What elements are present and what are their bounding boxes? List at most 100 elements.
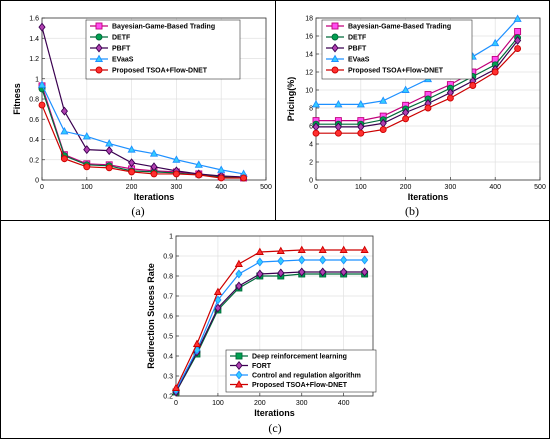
chart-c-ytick-label-0: 0.2 bbox=[163, 394, 173, 401]
chart-a-xtick-label-3: 300 bbox=[171, 184, 183, 191]
chart-c-series-2 bbox=[172, 255, 369, 395]
chart-a-ytick-label-1: 0.2 bbox=[29, 157, 39, 164]
chart-b-legend-label-2: PBFT bbox=[348, 46, 367, 53]
chart-a-legend-box bbox=[85, 19, 241, 80]
chart-a-ytick-label-3: 0.6 bbox=[29, 117, 39, 124]
chart-b-series-2-point-9 bbox=[514, 35, 522, 46]
chart-a-xtick-label-2: 200 bbox=[126, 184, 138, 191]
chart-c-legend-label-3: Proposed TSOA+Flow-DNET bbox=[252, 382, 348, 389]
chart-b-series-4-point-0 bbox=[312, 129, 320, 137]
chart-c-ytick-label-2: 0.4 bbox=[163, 354, 173, 361]
chart-c-series-1-point-8 bbox=[340, 267, 348, 277]
chart-c-xtick-label-2: 200 bbox=[254, 400, 266, 407]
chart-a-legend-marker-3 bbox=[94, 54, 104, 62]
chart-b-series-4 bbox=[312, 45, 522, 137]
chart-b-series-0-point-9 bbox=[514, 28, 522, 35]
chart-b-legend-label-4: Proposed TSOA+Flow-DNET bbox=[348, 68, 444, 75]
chart-b-xtick-label-1: 100 bbox=[355, 184, 367, 191]
chart-b-series-4-point-9 bbox=[514, 45, 522, 53]
chart-a-xtick-label-4: 400 bbox=[215, 184, 227, 191]
chart-b-series-3-point-0 bbox=[311, 99, 321, 108]
chart-b-series-3-line bbox=[316, 18, 519, 106]
chart-b-ylabel: Pricing(%) bbox=[286, 77, 296, 122]
chart-c-series-3-point-2 bbox=[213, 287, 222, 295]
chart-a-series-2-point-3 bbox=[105, 146, 113, 156]
chart-b-series-3-point-2 bbox=[356, 99, 365, 108]
chart-c-ytick-label-5: 0.7 bbox=[163, 294, 173, 301]
chart-c-series-3-point-4 bbox=[255, 247, 264, 255]
panel-c-caption: (c) bbox=[268, 421, 282, 435]
chart-c-series-2-point-7 bbox=[319, 255, 327, 265]
chart-a-ytick-label-6: 1.2 bbox=[29, 56, 39, 63]
chart-a-xtick-label-1: 100 bbox=[81, 184, 93, 191]
chart-c-series-3-point-9 bbox=[360, 245, 369, 253]
chart-c-legend-label-0: Deep reinforcement learning bbox=[252, 354, 347, 361]
chart-c-ytick-label-8: 1 bbox=[169, 234, 173, 241]
chart-b-ytick-label-4: 8 bbox=[309, 106, 313, 113]
chart-b-series-0-line bbox=[316, 31, 519, 122]
chart-a-ytick-label-0: 0 bbox=[35, 178, 39, 185]
chart-a: 0 100 200 300 400 500 0 0.2 0.4 0.6 0.8 1 1.2 1.4 1.6 I… bbox=[12, 16, 272, 203]
chart-b-series-4-point-7 bbox=[469, 82, 477, 89]
chart-a-ytick-label-8: 1.6 bbox=[29, 16, 39, 23]
chart-b-series-3-point-8 bbox=[491, 38, 500, 47]
chart-a-series-4-point-8 bbox=[217, 174, 225, 182]
chart-c-series-3-line bbox=[175, 249, 365, 389]
chart-b-series-4-point-8 bbox=[491, 68, 499, 76]
chart-b-series-3-point-1 bbox=[334, 99, 343, 108]
chart-c-series-3-point-8 bbox=[339, 245, 348, 253]
chart-b-legend-label-1: DETF bbox=[348, 35, 367, 42]
chart-c-series-1-point-3 bbox=[235, 281, 243, 291]
chart-b-xtick-label-2: 200 bbox=[400, 184, 412, 191]
chart-c-series-1-line bbox=[175, 271, 365, 393]
chart-c-series-3-point-1 bbox=[192, 339, 202, 347]
chart-a-series-2-point-4 bbox=[128, 158, 136, 168]
chart-a-ytick-label-5: 1 bbox=[35, 76, 39, 83]
chart-b-ytick-label-7: 14 bbox=[305, 52, 313, 59]
chart-a-ylabel: Fitness bbox=[12, 83, 22, 115]
chart-a-series-3-point-6 bbox=[172, 155, 181, 163]
chart-a-xlabel: Iterations bbox=[134, 192, 175, 202]
chart-b-series-2-line bbox=[316, 40, 519, 128]
panel-a-caption: (a) bbox=[131, 204, 145, 218]
chart-c-series-1-point-9 bbox=[361, 267, 369, 277]
chart-b-xtick-label-4: 400 bbox=[489, 184, 501, 191]
chart-b-legend-marker-1 bbox=[331, 33, 339, 41]
chart-c-series-1-point-7 bbox=[319, 267, 327, 277]
chart-c-legend-label-2: Control and regulation algorithm bbox=[252, 373, 361, 380]
chart-a-legend-label-0: Bayesian-Game-Based Trading bbox=[112, 24, 215, 31]
chart-c-ytick-label-6: 0.8 bbox=[163, 274, 173, 281]
chart-c-series-1-point-5 bbox=[277, 268, 285, 278]
chart-c-series-3-point-6 bbox=[297, 245, 306, 253]
chart-b-xlabel: Iterations bbox=[408, 192, 449, 202]
chart-a-legend-label-2: PBFT bbox=[112, 46, 131, 53]
chart-a-series-3-point-0 bbox=[37, 80, 47, 88]
chart-c-series-1-point-6 bbox=[298, 267, 306, 277]
chart-a-series-4-point-6 bbox=[172, 170, 180, 178]
chart-c-xtick-label-0: 0 bbox=[174, 400, 178, 407]
chart-b: 0 100 200 300 400 500 0 2 4 6 8 10 12 14 16 18 Iteration… bbox=[286, 14, 546, 202]
chart-b-axes-box bbox=[315, 17, 541, 181]
chart-c-series-1-point-2 bbox=[214, 303, 222, 313]
chart-c-legend-marker-0 bbox=[235, 352, 243, 360]
chart-a-xtick-label-0: 0 bbox=[40, 184, 44, 191]
chart-b-ytick-label-2: 4 bbox=[309, 142, 313, 149]
chart-c: 0 100 200 300 400 0.2 0.3 0.4 0.5 0.6 0.7 0.8 0.9 1 It… bbox=[146, 234, 377, 418]
chart-a-xtick-label-5: 500 bbox=[260, 184, 272, 191]
chart-b-series-3-point-9 bbox=[513, 14, 522, 22]
chart-c-ylabel: Redirection Sucess Rate bbox=[146, 263, 156, 369]
chart-b-legend-marker-3 bbox=[330, 54, 340, 62]
chart-c-series-3-point-7 bbox=[318, 245, 327, 253]
chart-a-series-2-point-1 bbox=[60, 106, 68, 116]
chart-c-series-2-point-3 bbox=[235, 269, 243, 279]
chart-c-xtick-label-4: 400 bbox=[338, 400, 350, 407]
chart-c-series-2-point-6 bbox=[298, 255, 306, 265]
chart-a-series-2-point-2 bbox=[83, 145, 91, 155]
chart-a-legend-label-4: Proposed TSOA+Flow-DNET bbox=[112, 68, 208, 75]
chart-b-xtick-label-0: 0 bbox=[314, 184, 318, 191]
chart-c-legend-marker-3 bbox=[234, 380, 244, 388]
chart-c-legend-marker-2 bbox=[235, 370, 243, 380]
chart-a-legend-marker-2 bbox=[95, 43, 103, 53]
chart-b-series-4-point-5 bbox=[424, 104, 432, 112]
